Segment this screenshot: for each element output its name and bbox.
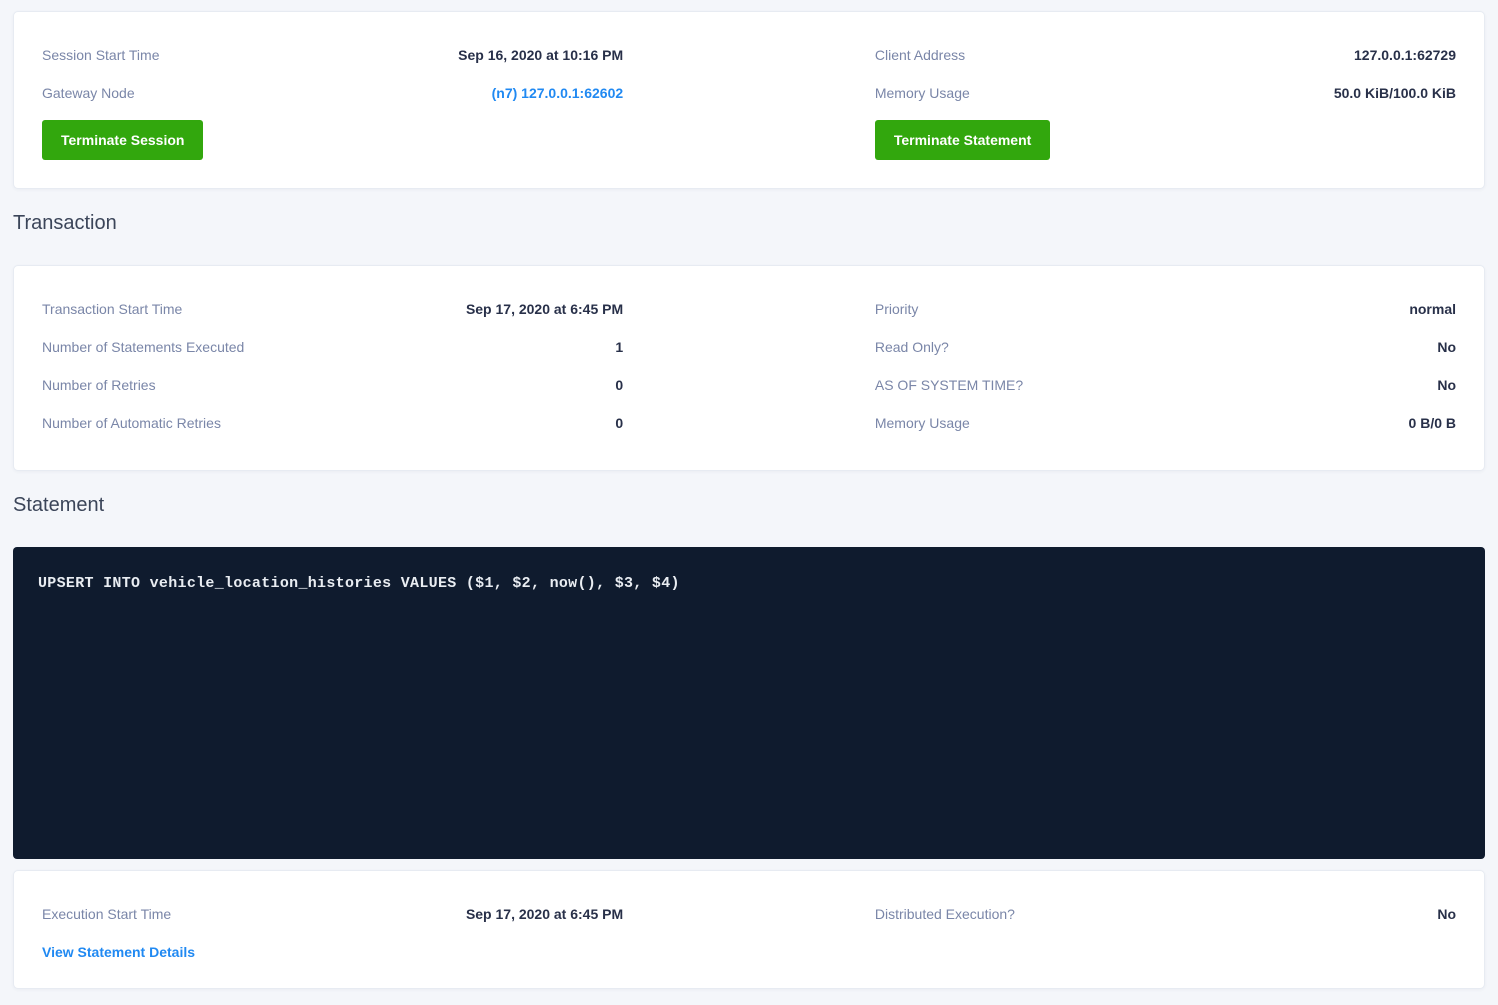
statements-executed-value: 1 [615, 339, 624, 355]
gateway-node-link[interactable]: (n7) 127.0.0.1:62602 [491, 85, 624, 101]
session-card-left-column: Session Start Time Sep 16, 2020 at 10:16… [42, 36, 623, 160]
as-of-system-time-label: AS OF SYSTEM TIME? [874, 377, 1024, 393]
execution-card-left-column: Execution Start Time Sep 17, 2020 at 6:4… [42, 895, 623, 971]
session-card-right-column: Client Address 127.0.0.1:62729 Memory Us… [874, 36, 1456, 160]
row-session-memory-usage: Memory Usage 50.0 KiB/100.0 KiB [875, 74, 1456, 112]
statements-executed-label: Number of Statements Executed [42, 339, 245, 355]
transaction-memory-usage-value: 0 B/0 B [1408, 415, 1456, 431]
client-address-value: 127.0.0.1:62729 [1354, 47, 1456, 63]
session-start-time-value: Sep 16, 2020 at 10:16 PM [458, 47, 624, 63]
distributed-execution-label: Distributed Execution? [874, 906, 1015, 922]
row-number-of-retries: Number of Retries 0 [42, 366, 623, 404]
priority-label: Priority [874, 301, 919, 317]
row-distributed-execution: Distributed Execution? No [875, 895, 1456, 933]
statement-heading: Statement [13, 494, 105, 516]
execution-card-right-column: Distributed Execution? No [875, 895, 1456, 971]
execution-start-time-label: Execution Start Time [42, 906, 172, 922]
transaction-summary-card: Transaction Start Time Sep 17, 2020 at 6… [13, 265, 1485, 471]
row-transaction-memory-usage: Memory Usage 0 B/0 B [875, 404, 1456, 442]
row-execution-start-time: Execution Start Time Sep 17, 2020 at 6:4… [42, 895, 623, 933]
read-only-label: Read Only? [874, 339, 949, 355]
session-summary-card: Session Start Time Sep 16, 2020 at 10:16… [13, 11, 1485, 189]
transaction-start-time-value: Sep 17, 2020 at 6:45 PM [465, 301, 624, 317]
row-as-of-system-time: AS OF SYSTEM TIME? No [875, 366, 1456, 404]
execution-start-time-value: Sep 17, 2020 at 6:45 PM [465, 906, 624, 922]
read-only-value: No [1437, 339, 1456, 355]
row-priority: Priority normal [875, 290, 1456, 328]
transaction-heading: Transaction [13, 212, 117, 234]
row-gateway-node: Gateway Node (n7) 127.0.0.1:62602 [42, 74, 623, 112]
statement-execution-card: Execution Start Time Sep 17, 2020 at 6:4… [13, 870, 1485, 989]
gateway-node-label: Gateway Node [42, 85, 135, 101]
row-session-start-time: Session Start Time Sep 16, 2020 at 10:16… [42, 36, 623, 74]
session-memory-usage-value: 50.0 KiB/100.0 KiB [1333, 85, 1456, 101]
automatic-retries-label: Number of Automatic Retries [42, 415, 221, 431]
terminate-statement-button[interactable]: Terminate Statement [874, 120, 1051, 160]
row-read-only: Read Only? No [875, 328, 1456, 366]
client-address-label: Client Address [874, 47, 966, 63]
row-transaction-start-time: Transaction Start Time Sep 17, 2020 at 6… [42, 290, 623, 328]
priority-value: normal [1409, 301, 1456, 317]
row-client-address: Client Address 127.0.0.1:62729 [875, 36, 1456, 74]
number-of-retries-value: 0 [615, 377, 624, 393]
transaction-memory-usage-label: Memory Usage [874, 415, 970, 431]
automatic-retries-value: 0 [615, 415, 624, 431]
transaction-start-time-label: Transaction Start Time [42, 301, 183, 317]
session-start-time-label: Session Start Time [42, 47, 160, 63]
transaction-card-left-column: Transaction Start Time Sep 17, 2020 at 6… [42, 290, 623, 442]
as-of-system-time-value: No [1437, 377, 1456, 393]
row-statements-executed: Number of Statements Executed 1 [42, 328, 623, 366]
transaction-card-right-column: Priority normal Read Only? No AS OF SYST… [875, 290, 1456, 442]
view-statement-details-link[interactable]: View Statement Details [42, 944, 196, 960]
sql-statement-text: UPSERT INTO vehicle_location_histories V… [38, 575, 680, 592]
row-view-statement-details: View Statement Details [42, 933, 623, 971]
distributed-execution-value: No [1437, 906, 1456, 922]
sql-statement-box: UPSERT INTO vehicle_location_histories V… [13, 547, 1485, 859]
number-of-retries-label: Number of Retries [42, 377, 156, 393]
session-memory-usage-label: Memory Usage [874, 85, 970, 101]
terminate-session-button[interactable]: Terminate Session [42, 120, 204, 160]
row-automatic-retries: Number of Automatic Retries 0 [42, 404, 623, 442]
